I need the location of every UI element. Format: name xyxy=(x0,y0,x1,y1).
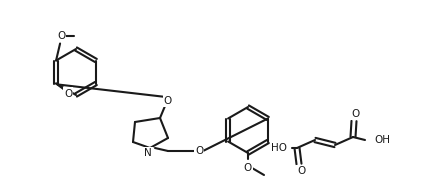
Text: O: O xyxy=(57,31,65,41)
Text: N: N xyxy=(144,148,152,158)
Text: O: O xyxy=(195,146,203,156)
Text: O: O xyxy=(64,89,72,99)
Text: O: O xyxy=(164,96,172,106)
Text: OH: OH xyxy=(374,135,390,145)
Text: O: O xyxy=(244,163,252,173)
Text: HO: HO xyxy=(271,143,287,153)
Text: O: O xyxy=(351,109,359,119)
Text: O: O xyxy=(297,166,305,176)
